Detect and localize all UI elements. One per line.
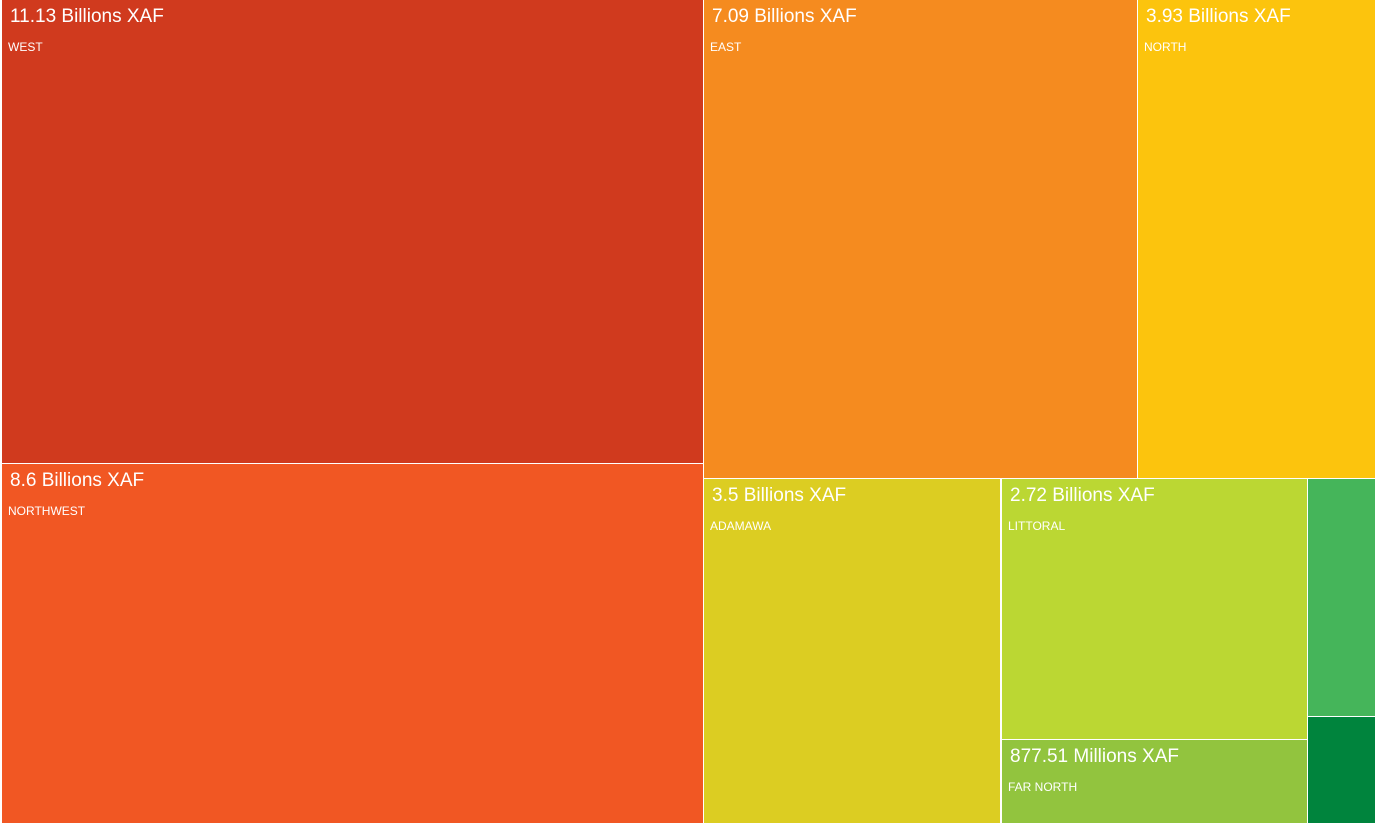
tile-category-label: EAST [710,40,742,54]
tile-category-label: FAR NORTH [1008,780,1078,794]
treemap-tile-unlabeled-7[interactable] [1308,479,1375,716]
tile-value-label: 8.6 Billions XAF [10,470,145,491]
treemap-tile-adamawa[interactable]: 3.5 Billions XAF ADAMAWA [704,479,1000,823]
tile-category-label: NORTH [1144,40,1187,54]
tile-value-label: 877.51 Millions XAF [1010,746,1179,767]
treemap-tile-west[interactable]: 11.13 Billions XAF WEST [2,0,703,463]
tile-value-label: 11.13 Billions XAF [10,6,164,27]
tile-category-label: WEST [8,40,43,54]
treemap-tile-north[interactable]: 3.93 Billions XAF NORTH [1138,0,1375,478]
tile-category-label: NORTHWEST [8,504,86,518]
tile-value-label: 3.5 Billions XAF [712,485,847,506]
treemap-tile-littoral[interactable]: 2.72 Billions XAF LITTORAL [1002,479,1307,739]
tile-value-label: 7.09 Billions XAF [712,6,857,27]
tile-value-label: 2.72 Billions XAF [1010,485,1155,506]
treemap-tile-northwest[interactable]: 8.6 Billions XAF NORTHWEST [2,464,703,823]
tile-category-label: LITTORAL [1008,519,1066,533]
treemap-tile-unlabeled-8[interactable] [1308,717,1375,823]
treemap-tile-east[interactable]: 7.09 Billions XAF EAST [704,0,1137,478]
tile-category-label: ADAMAWA [710,519,772,533]
treemap-tile-far-north[interactable]: 877.51 Millions XAF FAR NORTH [1002,740,1307,823]
tile-value-label: 3.93 Billions XAF [1146,6,1291,27]
